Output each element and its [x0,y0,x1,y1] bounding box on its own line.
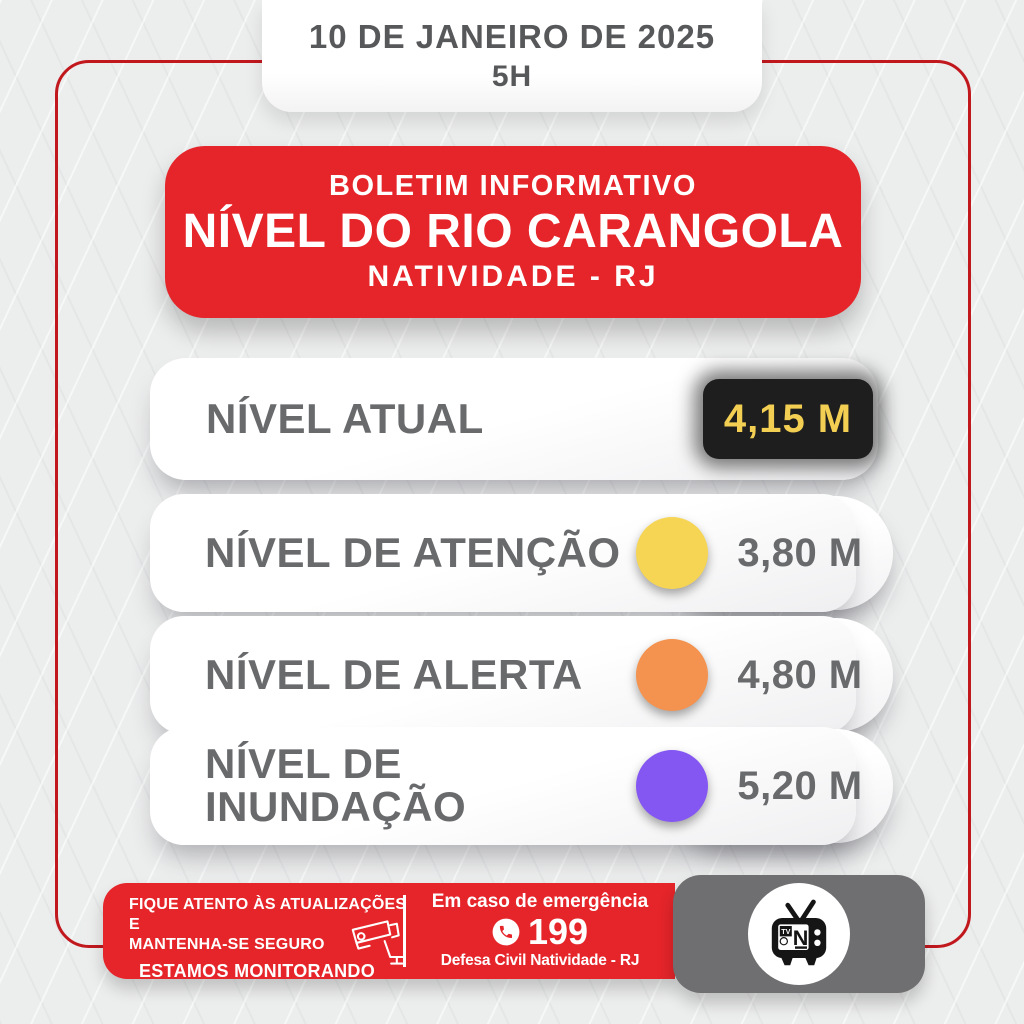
alert-level-value: 4,80 M [737,652,863,697]
tv-logo-circle: TV N [748,883,850,985]
alert-level-row: NÍVEL DE ALERTA 4,80 M [150,616,893,734]
time-text: 5H [491,60,533,93]
flood-level-value: 5,20 M [737,763,863,808]
attention-label-pill: NÍVEL DE ATENÇÃO [150,494,856,612]
flood-level-row: NÍVEL DE INUNDAÇÃO 5,20 M [150,727,893,845]
tv-antenna [785,899,816,923]
phone-icon [492,918,520,946]
title-box: BOLETIM INFORMATIVO NÍVEL DO RIO CARANGO… [165,146,861,318]
emergency-number-line: 199 [492,911,589,952]
city-label: NATIVIDADE - RJ [367,260,659,293]
date-text: 10 DE JANEIRO DE 2025 [308,18,716,55]
current-level-label: NÍVEL ATUAL [206,395,484,442]
monitoring-message: FIQUE ATENTO ÀS ATUALIZAÇÕES E MANTENHA-… [129,895,414,982]
tv-logo-icon: TV N [771,899,827,966]
date-banner: 10 DE JANEIRO DE 2025 5H [262,0,762,112]
stay-alert-text: FIQUE ATENTO ÀS ATUALIZAÇÕES E [129,896,407,933]
alert-level-label: NÍVEL DE ALERTA [205,651,583,698]
attention-level-dot [636,517,708,589]
flood-level-label: NÍVEL DE INUNDAÇÃO [205,740,467,830]
attention-level-row: NÍVEL DE ATENÇÃO 3,80 M [150,494,893,612]
stay-safe-text: MANTENHA-SE SEGURO [129,936,325,953]
tv-logo-tv-text: TV [781,927,790,936]
flood-label-pill: NÍVEL DE INUNDAÇÃO [150,727,856,845]
footer-divider [403,895,406,967]
alert-level-dot [636,639,708,711]
emergency-info: Em caso de emergência 199 Defesa Civil N… [411,891,669,970]
monitoring-label: ESTAMOS MONITORANDO [139,961,376,981]
bulletin-kicker: BOLETIM INFORMATIVO [329,170,697,202]
alert-label-pill: NÍVEL DE ALERTA [150,616,856,734]
river-title: NÍVEL DO RIO CARANGOLA [182,205,844,258]
flood-level-dot [636,750,708,822]
emergency-title: Em caso de emergência [431,891,649,912]
current-level-row: NÍVEL ATUAL 4,15 M [150,358,878,480]
civil-defense-label: Defesa Civil Natividade - RJ [440,952,640,969]
tv-logo-n-text: N [793,925,809,950]
tv-logo-panel: TV N [673,875,925,993]
current-level-value-badge: 4,15 M [703,379,873,459]
footer-alert-bar: FIQUE ATENTO ÀS ATUALIZAÇÕES E MANTENHA-… [103,883,675,982]
cctv-camera-icon [351,920,406,965]
attention-level-label: NÍVEL DE ATENÇÃO [205,529,621,576]
attention-level-value: 3,80 M [737,530,863,575]
emergency-number: 199 [527,911,589,952]
